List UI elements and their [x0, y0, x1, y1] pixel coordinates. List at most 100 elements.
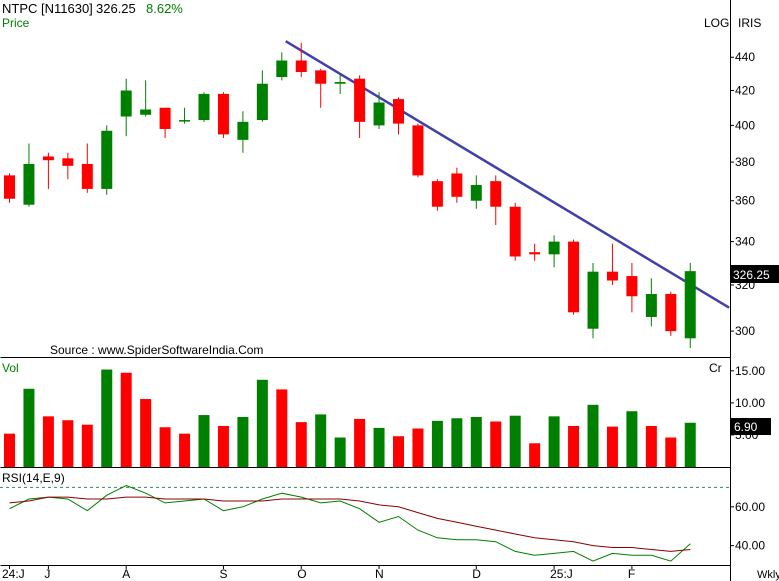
volume-tick-label: 15.00	[735, 364, 765, 378]
candle	[42, 152, 54, 189]
price-tick-label: 380	[735, 155, 755, 169]
candle-body	[23, 163, 35, 205]
candle-body	[568, 241, 580, 313]
rsi-label: RSI(14,E,9)	[2, 471, 65, 485]
volume-bar	[373, 427, 385, 467]
x-axis: 24:J J A S O N D 25:J F	[2, 565, 635, 581]
candle	[568, 239, 580, 315]
volume-bar	[295, 422, 307, 467]
period-label: Wkly	[757, 569, 779, 581]
volume-bar	[23, 388, 35, 467]
rsi-line	[9, 484, 691, 562]
volume-bar	[101, 369, 113, 467]
rsi-tick-label: 40.00	[735, 539, 765, 553]
volume-unit: Cr	[709, 361, 722, 375]
candle-body	[295, 60, 307, 73]
volume-tick-label: 10.00	[735, 396, 765, 410]
candle-body	[101, 130, 113, 189]
candle	[276, 52, 288, 81]
candle-body	[626, 276, 638, 297]
candle	[295, 42, 307, 78]
x-tick-label: 25:J	[550, 567, 573, 581]
candle-body	[354, 78, 366, 122]
x-tick-label: S	[219, 567, 227, 581]
volume-bar	[451, 418, 463, 467]
price-tick-label: 300	[735, 324, 755, 338]
candle-body	[393, 99, 404, 124]
candle	[23, 143, 35, 207]
volume-bar	[665, 437, 677, 467]
volume-label: Vol	[2, 361, 19, 375]
candle-body	[217, 93, 229, 135]
candle-body	[373, 102, 385, 126]
candle-body	[606, 271, 618, 281]
volume-bar	[431, 420, 443, 467]
volume-bar	[684, 422, 696, 467]
volume-bar	[237, 416, 249, 467]
last-volume-tag: 6.90	[731, 418, 771, 435]
volume-bar	[140, 399, 152, 467]
candle	[490, 175, 502, 225]
volume-bars	[4, 369, 696, 467]
candle	[412, 123, 424, 178]
candle	[62, 152, 74, 180]
volume-bar	[120, 372, 132, 467]
volume-bar	[42, 416, 54, 467]
last-price-tag-text: 326.25	[733, 268, 770, 282]
iris-label: IRIS	[738, 16, 761, 30]
rsi-signal-line	[9, 496, 691, 552]
candle	[120, 78, 132, 137]
candle-body	[587, 271, 599, 329]
log-toggle[interactable]: LOG	[704, 16, 729, 30]
price-tick-label: 440	[735, 50, 755, 64]
candle-body	[490, 181, 502, 207]
volume-bar	[626, 411, 638, 467]
last-volume-tag-text: 6.90	[734, 420, 758, 434]
trendline-layer	[285, 40, 730, 309]
x-tick-label: F	[628, 567, 635, 581]
candle	[665, 291, 677, 336]
source-text: Source : www.SpiderSoftwareIndia.Com	[50, 343, 263, 357]
candle-body	[198, 93, 210, 121]
candle	[140, 80, 152, 117]
volume-bar	[159, 427, 171, 467]
resistance-trendline	[285, 40, 730, 309]
candle	[256, 70, 268, 122]
candle-body	[4, 175, 15, 199]
volume-bar	[490, 421, 502, 467]
candle	[334, 73, 346, 94]
volume-bar	[256, 379, 268, 467]
volume-bar	[568, 425, 580, 467]
candle-body	[179, 120, 191, 122]
candle-body	[529, 252, 541, 255]
last-price-tag: 326.25	[731, 265, 779, 283]
volume-bar	[509, 415, 521, 467]
candle	[159, 107, 171, 139]
candle	[315, 68, 327, 108]
candle	[451, 167, 463, 203]
candle-body	[665, 293, 677, 332]
candle-body	[684, 271, 696, 339]
candle-body	[334, 82, 346, 84]
rsi-lines	[9, 484, 691, 562]
volume-bar	[334, 437, 346, 467]
x-tick-label: A	[122, 567, 130, 581]
candle	[548, 235, 560, 268]
volume-bar	[529, 443, 541, 467]
candle	[393, 97, 404, 135]
volume-bar	[198, 415, 210, 467]
rsi-tick-label: 60.00	[735, 500, 765, 514]
candle-body	[451, 173, 463, 197]
candle	[684, 262, 696, 348]
candle	[606, 243, 618, 285]
volume-bar	[548, 416, 560, 467]
candle	[4, 173, 15, 203]
volume-bar	[587, 404, 599, 467]
candle	[101, 125, 113, 195]
volume-bar	[470, 416, 482, 467]
candle	[179, 107, 191, 124]
panel-frames	[0, 0, 731, 581]
volume-bar	[4, 433, 15, 467]
candle	[529, 243, 541, 261]
